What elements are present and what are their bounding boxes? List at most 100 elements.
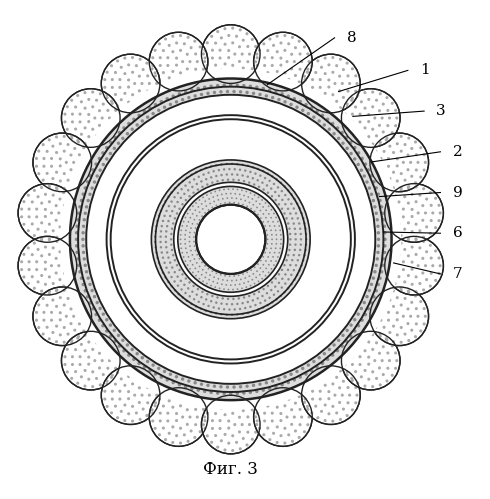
Circle shape bbox=[312, 360, 316, 363]
Circle shape bbox=[346, 348, 349, 351]
Circle shape bbox=[236, 392, 239, 395]
Circle shape bbox=[360, 133, 363, 136]
Circle shape bbox=[367, 307, 370, 310]
Circle shape bbox=[245, 286, 247, 288]
Circle shape bbox=[265, 210, 267, 211]
Circle shape bbox=[287, 78, 290, 81]
Circle shape bbox=[127, 101, 130, 104]
Circle shape bbox=[151, 56, 154, 59]
Circle shape bbox=[66, 105, 69, 108]
Circle shape bbox=[114, 93, 117, 96]
Circle shape bbox=[48, 184, 51, 187]
Circle shape bbox=[113, 339, 117, 343]
Circle shape bbox=[378, 109, 381, 112]
Circle shape bbox=[251, 299, 254, 301]
Circle shape bbox=[416, 264, 420, 267]
Circle shape bbox=[257, 263, 259, 265]
Circle shape bbox=[239, 28, 242, 31]
Circle shape bbox=[263, 264, 264, 265]
Circle shape bbox=[137, 362, 141, 365]
Circle shape bbox=[161, 225, 163, 228]
Circle shape bbox=[174, 182, 288, 296]
Circle shape bbox=[400, 303, 403, 306]
Circle shape bbox=[360, 307, 363, 310]
Circle shape bbox=[407, 339, 410, 342]
Circle shape bbox=[271, 96, 274, 99]
Circle shape bbox=[119, 78, 122, 81]
Circle shape bbox=[105, 339, 109, 342]
Circle shape bbox=[296, 259, 299, 261]
Circle shape bbox=[394, 124, 397, 127]
Circle shape bbox=[320, 66, 323, 69]
Circle shape bbox=[378, 124, 381, 127]
Circle shape bbox=[202, 408, 205, 411]
Circle shape bbox=[399, 189, 403, 192]
Circle shape bbox=[210, 165, 212, 168]
Circle shape bbox=[288, 249, 291, 251]
Circle shape bbox=[236, 198, 237, 199]
Circle shape bbox=[320, 98, 323, 101]
Circle shape bbox=[48, 275, 51, 278]
Circle shape bbox=[164, 200, 167, 203]
Circle shape bbox=[281, 268, 283, 271]
Circle shape bbox=[74, 370, 77, 373]
Circle shape bbox=[232, 298, 235, 300]
Circle shape bbox=[190, 174, 193, 176]
Circle shape bbox=[277, 256, 279, 258]
Circle shape bbox=[196, 215, 197, 217]
Circle shape bbox=[278, 203, 280, 206]
Circle shape bbox=[388, 359, 391, 362]
Circle shape bbox=[223, 189, 225, 191]
Circle shape bbox=[79, 315, 82, 318]
Circle shape bbox=[160, 246, 162, 249]
Circle shape bbox=[51, 298, 54, 301]
Circle shape bbox=[386, 109, 390, 112]
Circle shape bbox=[397, 223, 400, 226]
Circle shape bbox=[18, 184, 77, 243]
Circle shape bbox=[274, 277, 277, 280]
Circle shape bbox=[300, 264, 303, 266]
Circle shape bbox=[174, 187, 176, 190]
Circle shape bbox=[166, 378, 169, 382]
Circle shape bbox=[290, 373, 293, 376]
Circle shape bbox=[372, 311, 375, 314]
Circle shape bbox=[42, 143, 45, 146]
Circle shape bbox=[133, 82, 136, 85]
Circle shape bbox=[18, 237, 77, 295]
Circle shape bbox=[114, 367, 117, 370]
Circle shape bbox=[283, 291, 286, 293]
Circle shape bbox=[67, 297, 70, 300]
Circle shape bbox=[168, 76, 171, 79]
Circle shape bbox=[222, 83, 226, 87]
Circle shape bbox=[263, 213, 264, 215]
Circle shape bbox=[378, 352, 381, 355]
Circle shape bbox=[345, 329, 349, 332]
Circle shape bbox=[364, 126, 367, 129]
Circle shape bbox=[287, 287, 290, 289]
Circle shape bbox=[250, 208, 252, 210]
Circle shape bbox=[72, 315, 75, 318]
Circle shape bbox=[374, 172, 377, 175]
Circle shape bbox=[403, 179, 407, 182]
Circle shape bbox=[190, 302, 193, 305]
Circle shape bbox=[280, 383, 284, 387]
Circle shape bbox=[293, 254, 295, 256]
Circle shape bbox=[71, 204, 74, 207]
Circle shape bbox=[189, 232, 191, 234]
Circle shape bbox=[91, 370, 94, 373]
Circle shape bbox=[37, 150, 40, 153]
Circle shape bbox=[162, 220, 164, 222]
Circle shape bbox=[195, 202, 197, 204]
Circle shape bbox=[208, 198, 210, 200]
Circle shape bbox=[342, 334, 345, 337]
Circle shape bbox=[287, 94, 290, 98]
Circle shape bbox=[192, 264, 194, 265]
Circle shape bbox=[418, 247, 421, 250]
Circle shape bbox=[391, 102, 394, 105]
Circle shape bbox=[121, 137, 124, 140]
Circle shape bbox=[118, 344, 121, 348]
Circle shape bbox=[275, 260, 277, 262]
Circle shape bbox=[254, 304, 257, 306]
Circle shape bbox=[186, 67, 189, 70]
Circle shape bbox=[180, 188, 183, 191]
